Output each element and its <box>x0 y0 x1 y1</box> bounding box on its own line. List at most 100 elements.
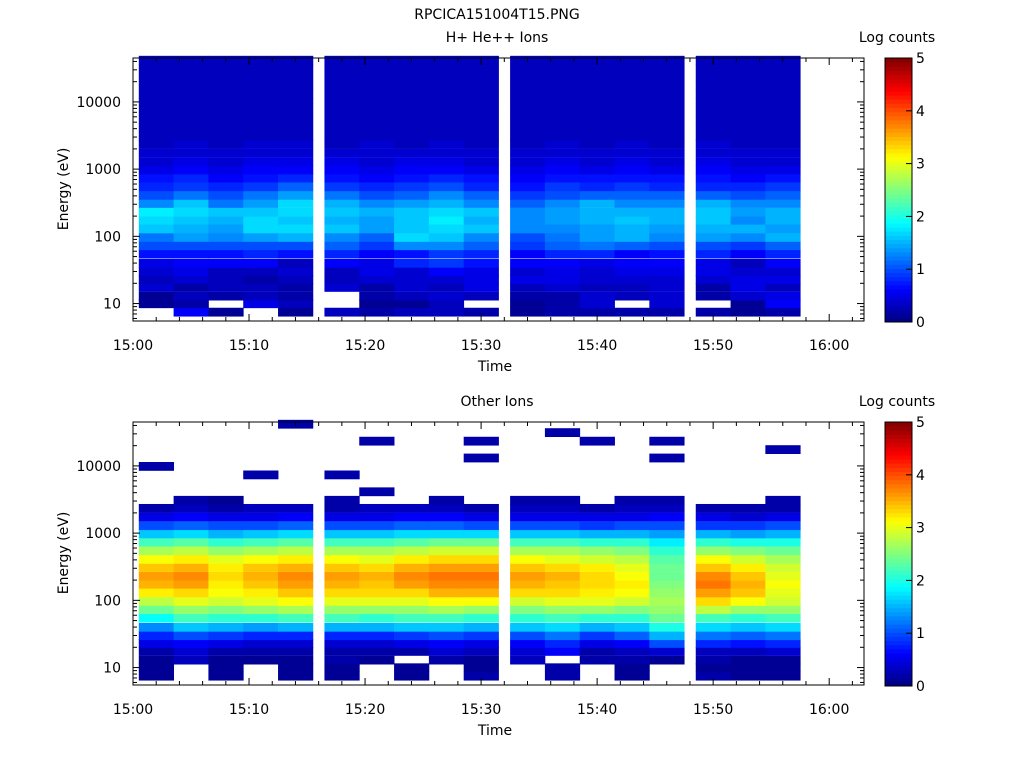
heatmap-cell <box>463 571 499 581</box>
heatmap-cell <box>765 81 801 90</box>
heatmap-cell <box>359 139 395 149</box>
heatmap-cell <box>359 249 395 259</box>
colorbar-segment <box>885 611 912 617</box>
colorbar-tick-label: 5 <box>916 51 925 67</box>
heatmap-cell <box>173 106 209 116</box>
colorbar-segment <box>885 471 912 477</box>
heatmap-cell <box>394 529 430 539</box>
heatmap-cell <box>324 81 360 90</box>
heatmap-cell <box>614 55 650 65</box>
heatmap-cell <box>428 291 465 301</box>
heatmap-cell <box>510 98 546 107</box>
heatmap-cell <box>614 495 650 505</box>
heatmap-cell <box>579 613 615 623</box>
heatmap-cell <box>695 157 731 167</box>
heatmap-cell <box>463 613 499 623</box>
heatmap-cell <box>359 512 395 522</box>
heatmap-cell <box>428 64 465 74</box>
heatmap-cell <box>394 89 430 99</box>
heatmap-cell <box>463 182 499 192</box>
heatmap-cell <box>649 563 685 572</box>
heatmap-cell <box>243 529 279 539</box>
heatmap-cell <box>695 64 731 74</box>
colorbar-segment <box>885 190 912 195</box>
heatmap-cell <box>765 249 801 259</box>
colorbar-segment <box>885 463 912 468</box>
heatmap-cell <box>324 114 360 124</box>
heatmap-cell <box>324 233 360 242</box>
heatmap-cell <box>324 207 360 217</box>
heatmap-cell <box>278 529 314 539</box>
colorbar-segment <box>885 632 912 638</box>
heatmap-cell <box>278 631 314 641</box>
heatmap-cell <box>463 224 499 234</box>
heatmap-cell <box>173 190 209 200</box>
heatmap-cell <box>278 267 314 277</box>
heatmap-cell <box>695 291 731 301</box>
colorbar-segment <box>885 558 912 563</box>
colorbar-segment <box>885 119 912 125</box>
heatmap-cell <box>544 139 581 149</box>
colorbar-segment <box>885 587 912 592</box>
heatmap-cell <box>394 258 430 268</box>
heatmap-cell <box>510 299 546 309</box>
heatmap-cell <box>428 72 465 82</box>
heatmap-cell <box>544 588 581 598</box>
heatmap-cell <box>544 64 581 74</box>
heatmap-cell <box>649 215 685 225</box>
heatmap-cell <box>579 98 615 107</box>
heatmap-cell <box>324 249 360 259</box>
heatmap-cell <box>730 503 766 513</box>
heatmap-cell <box>394 157 430 167</box>
panel-1-colorbar: 0 1 2 3 4 5 <box>884 51 925 331</box>
heatmap-cell <box>730 571 766 581</box>
heatmap-cell <box>614 157 650 167</box>
heatmap-cell <box>208 190 244 200</box>
heatmap-cell <box>208 233 244 242</box>
heatmap-cell <box>208 563 244 572</box>
heatmap-cell <box>579 207 615 217</box>
heatmap-cell <box>324 613 360 623</box>
heatmap-cell <box>649 554 685 564</box>
heatmap-cell <box>138 554 175 564</box>
heatmap-cell <box>765 631 801 641</box>
heatmap-cell <box>730 563 766 572</box>
heatmap-cell <box>579 258 615 268</box>
colorbar-segment <box>885 578 912 584</box>
heatmap-cell <box>138 597 175 606</box>
heatmap-cell <box>359 89 395 99</box>
heatmap-cell <box>324 89 360 99</box>
heatmap-cell <box>649 655 685 665</box>
heatmap-cell <box>208 588 244 598</box>
heatmap-cell <box>614 307 650 317</box>
heatmap-cell <box>695 190 731 200</box>
heatmap-cell <box>278 613 314 623</box>
heatmap-cell <box>428 503 465 513</box>
heatmap-cell <box>324 283 360 292</box>
colorbar-segment <box>885 82 912 88</box>
panel-2-colorbar-label: Log counts <box>859 394 935 410</box>
heatmap-cell <box>765 258 801 268</box>
heatmap-cell <box>510 495 546 505</box>
panel-2-title: Other Ions <box>460 394 533 410</box>
heatmap-cell <box>173 605 209 615</box>
heatmap-cell <box>243 165 279 175</box>
heatmap-cell <box>278 98 314 107</box>
heatmap-cell <box>463 639 499 648</box>
heatmap-cell <box>765 546 801 556</box>
heatmap-cell <box>510 123 546 133</box>
y-tick-label: 10 <box>103 297 121 313</box>
heatmap-cell <box>463 258 499 268</box>
heatmap-cell <box>173 622 209 632</box>
heatmap-cell <box>243 512 279 522</box>
heatmap-cell <box>544 428 581 438</box>
heatmap-cell <box>544 249 581 259</box>
heatmap-cell <box>765 647 801 656</box>
heatmap-cell <box>278 512 314 522</box>
heatmap-cell <box>730 537 766 547</box>
heatmap-cell <box>510 275 546 284</box>
heatmap-cell <box>138 622 175 632</box>
heatmap-cell <box>463 233 499 242</box>
heatmap-cell <box>324 503 360 513</box>
heatmap-cell <box>173 647 209 656</box>
